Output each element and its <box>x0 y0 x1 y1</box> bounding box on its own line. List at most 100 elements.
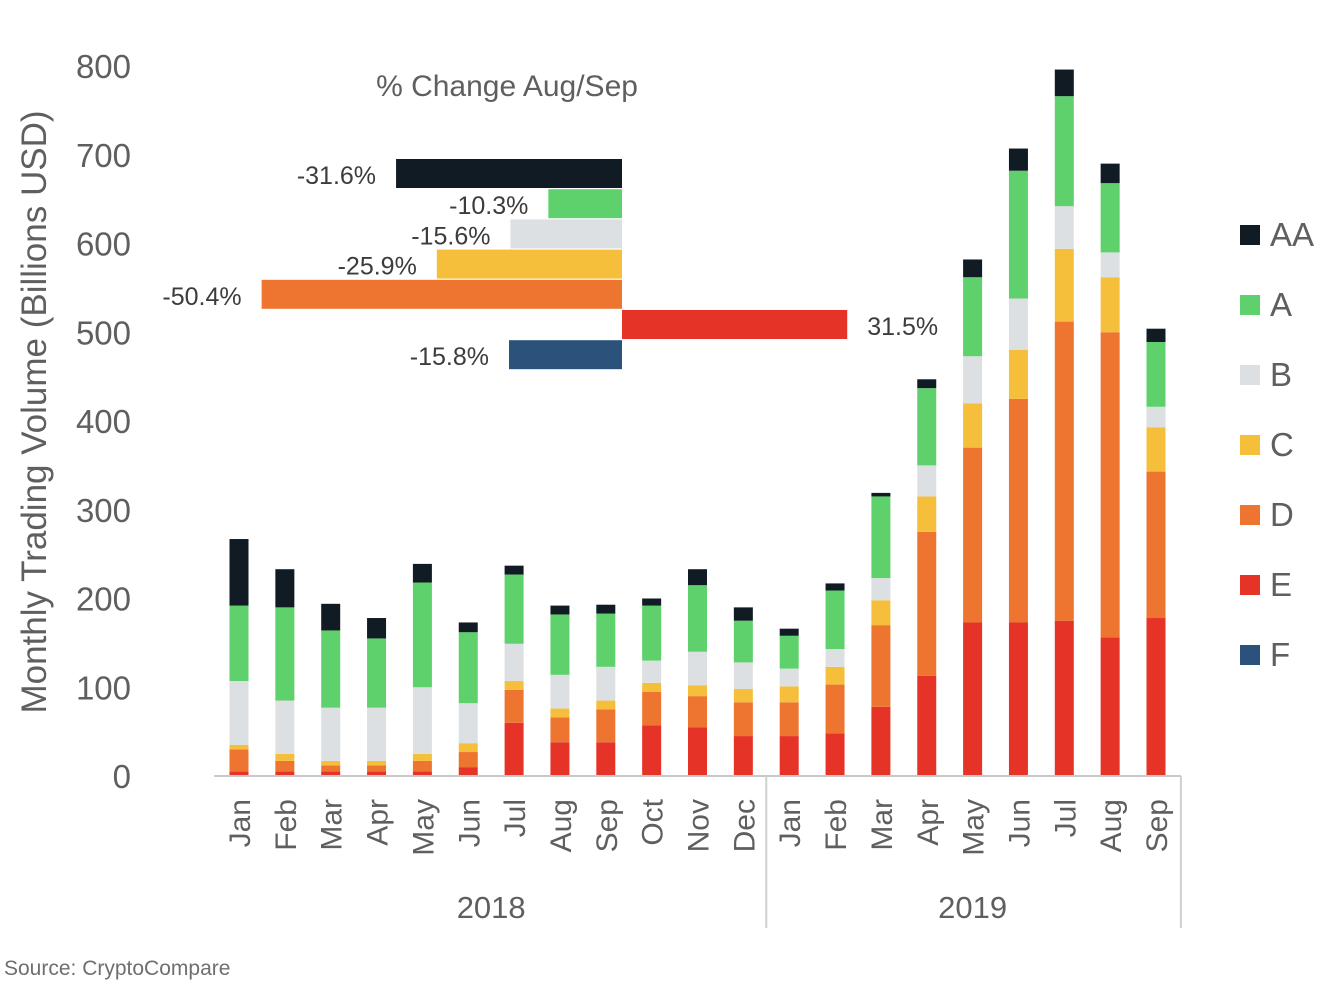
legend-label: D <box>1270 496 1294 533</box>
bar-segment-aa <box>779 628 799 636</box>
x-tick-label: Oct <box>637 798 670 845</box>
bar-segment-b <box>1054 206 1074 249</box>
bar-segment-b <box>917 465 937 497</box>
y-tick-label: 600 <box>76 226 131 263</box>
change-label: 31.5% <box>867 313 938 341</box>
bar-segment-aa <box>642 598 662 606</box>
bar-segment-c <box>596 700 616 710</box>
x-tick-label: Jan <box>774 799 807 847</box>
bar-segment-d <box>779 702 799 737</box>
bar-segment-d <box>504 689 524 723</box>
x-tick-label: Sep <box>1141 799 1174 852</box>
bar-segment-e <box>458 767 478 776</box>
bar-segment-c <box>642 682 662 692</box>
bar-segment-e <box>1054 620 1074 776</box>
group-label: 2019 <box>938 890 1007 925</box>
bar-segment-a <box>825 590 845 650</box>
bar-segment-d <box>458 752 478 768</box>
bar-segment-a <box>871 496 891 579</box>
bar-segment-d <box>1100 332 1120 638</box>
y-tick-label: 800 <box>76 48 131 85</box>
x-tick-label: Aug <box>545 799 578 852</box>
x-tick-label: Jun <box>453 799 486 847</box>
change-label: -15.6% <box>411 222 490 250</box>
bar-segment-a <box>963 277 983 357</box>
bar-segment-b <box>504 643 524 682</box>
bar-segment-d <box>871 625 891 707</box>
change-label: -31.6% <box>297 162 376 190</box>
bar-segment-a <box>321 630 341 708</box>
x-tick-label: Sep <box>591 799 624 852</box>
bar-segment-aa <box>550 605 570 615</box>
bar-segment-e <box>229 771 249 776</box>
bar-segment-d <box>367 765 387 772</box>
legend-label: A <box>1270 286 1292 323</box>
x-tick-label: Jul <box>1049 799 1082 837</box>
bar-segment-b <box>596 666 616 701</box>
y-tick-label: 200 <box>76 581 131 618</box>
bar-segment-b <box>825 649 845 667</box>
bar-segment-aa <box>688 569 707 586</box>
bar-segment-b <box>412 687 432 754</box>
change-bar-d <box>261 279 622 309</box>
bar-segment-e <box>275 771 295 776</box>
bar-segment-b <box>367 707 387 761</box>
x-axis: Jan Feb Mar Apr May Jun Jul Aug Sep Oct Nov Dec Jan F… <box>214 775 1182 928</box>
bar-segment-c <box>504 681 524 690</box>
bar-segment-d <box>642 691 662 726</box>
inset-change-chart: % Change Aug/Sep -31.6% -10.3%-15.6% -25.9… <box>162 70 938 371</box>
bar-segment-d <box>1008 398 1028 623</box>
bar-segment-b <box>1146 406 1166 428</box>
bar-segment-e <box>871 706 891 776</box>
bar-segment-e <box>412 771 432 776</box>
bar-segment-c <box>871 600 891 626</box>
y-axis-label: Monthly Trading Volume (Billions USD) <box>15 110 54 713</box>
bar-segment-b <box>642 660 662 683</box>
legend-label: AA <box>1270 216 1314 253</box>
bar-segment-b <box>275 700 295 754</box>
x-tick-label: May <box>407 799 440 856</box>
bar-segment-b <box>321 707 341 761</box>
bar-segment-d <box>688 696 707 728</box>
y-tick-label: 400 <box>76 403 131 440</box>
source-note: Source: CryptoCompare <box>4 957 231 980</box>
bar-segment-aa <box>871 492 891 497</box>
bar-segment-b <box>1100 252 1120 278</box>
bar-segment-e <box>504 722 524 776</box>
bar-segment-aa <box>1146 328 1166 343</box>
bar-segment-d <box>1146 471 1166 619</box>
bar-segment-d <box>733 702 753 737</box>
legend-label: E <box>1270 566 1292 603</box>
change-bar-c <box>436 249 622 279</box>
bar-segment-c <box>733 689 753 703</box>
trading-volume-chart: Monthly Trading Volume (Billions USD) 0 1… <box>15 48 1314 928</box>
bar-segment-aa <box>367 618 387 639</box>
bar-segment-d <box>229 749 249 772</box>
x-tick-label: May <box>958 799 991 856</box>
bar-segment-b <box>733 662 753 690</box>
bar-segment-a <box>642 605 662 661</box>
change-bar-b <box>510 219 622 249</box>
bar-segment-d <box>412 760 432 772</box>
bar-segment-d <box>963 447 983 623</box>
change-bar-aa <box>396 159 622 188</box>
x-tick-label: Jul <box>499 799 532 837</box>
bar-segment-c <box>917 496 937 532</box>
bar-segment-e <box>963 622 983 776</box>
bar-segment-b <box>688 651 707 686</box>
bar-segment-e <box>779 736 799 776</box>
bar-segment-c <box>825 666 845 685</box>
bar-segment-d <box>596 709 616 743</box>
change-bar-f <box>509 340 622 370</box>
bar-segment-aa <box>963 259 983 278</box>
x-tick-label: Mar <box>866 799 899 851</box>
legend-swatch-d <box>1240 505 1260 525</box>
bar-segment-aa <box>1100 163 1120 184</box>
bar-segment-e <box>917 675 937 776</box>
change-label: -50.4% <box>162 283 241 311</box>
bar-segment-a <box>550 614 570 675</box>
bar-segment-aa <box>917 379 937 389</box>
bar-segment-e <box>825 733 845 776</box>
y-tick-label: 300 <box>76 492 131 529</box>
bar-segment-c <box>1100 277 1120 333</box>
